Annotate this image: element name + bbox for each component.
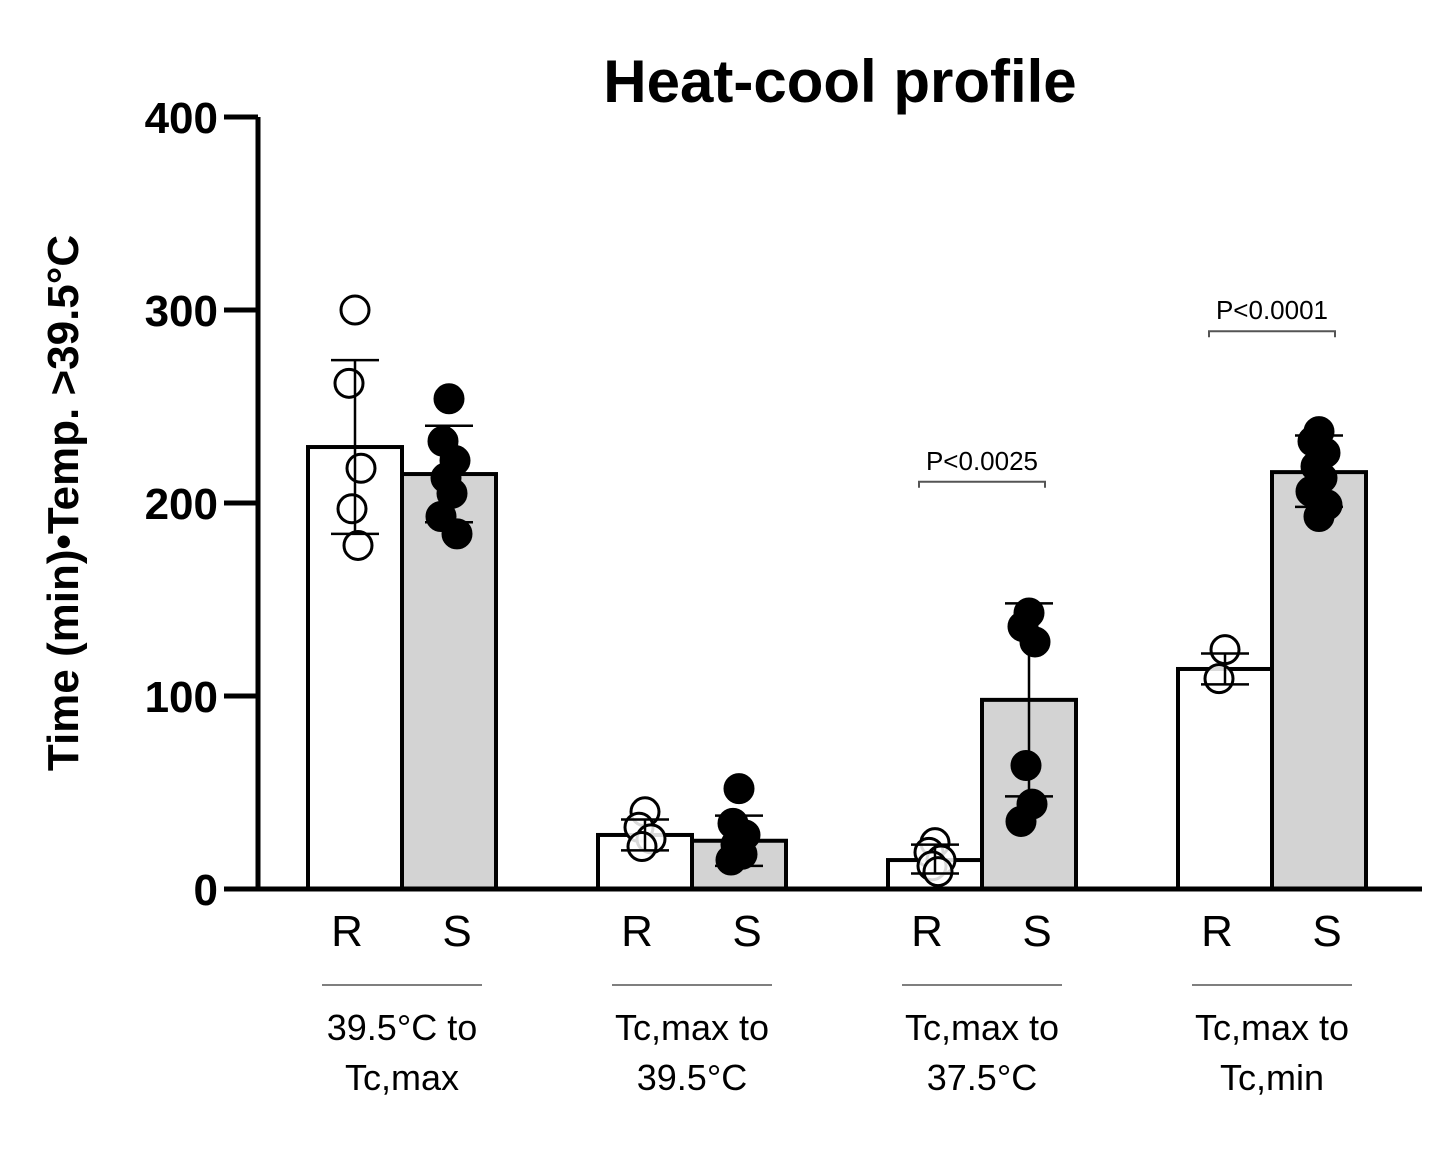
data-point bbox=[626, 831, 658, 863]
data-point bbox=[345, 452, 377, 484]
data-point bbox=[441, 518, 473, 550]
y-tick-label: 400 bbox=[145, 94, 218, 143]
group-label: 39.5°C bbox=[637, 1057, 747, 1098]
data-point bbox=[1010, 749, 1042, 781]
y-tick-label: 300 bbox=[145, 287, 218, 336]
data-point bbox=[922, 856, 954, 888]
plot-area: 0 100 200 300 400 R S 39.5°C to Tc,max R S Tc,max t… bbox=[145, 94, 1422, 1098]
significance-label: P<0.0001 bbox=[1216, 295, 1328, 325]
significance-label: P<0.0025 bbox=[926, 446, 1038, 476]
data-point bbox=[1203, 663, 1235, 695]
bar-category-label: R bbox=[1201, 907, 1233, 956]
data-point bbox=[339, 294, 371, 326]
data-point bbox=[336, 493, 368, 525]
y-tick-label: 0 bbox=[194, 866, 218, 915]
data-point bbox=[715, 844, 747, 876]
chart-title: Heat-cool profile bbox=[603, 48, 1076, 115]
bar-category-label: R bbox=[911, 907, 943, 956]
data-point bbox=[333, 367, 365, 399]
data-point bbox=[342, 529, 374, 561]
y-tick-label: 200 bbox=[145, 480, 218, 529]
bar-category-label: R bbox=[331, 907, 363, 956]
bar bbox=[1176, 666, 1274, 891]
y-tick-label: 100 bbox=[145, 673, 218, 722]
y-axis-label: Time (min)•Temp. >39.5°C bbox=[39, 235, 88, 771]
bar-category-label: S bbox=[442, 907, 471, 956]
group-label: Tc,min bbox=[1220, 1057, 1324, 1098]
significance-bracket bbox=[918, 480, 1046, 488]
significance-bracket bbox=[1208, 330, 1336, 338]
group-label: Tc,max to bbox=[615, 1007, 769, 1048]
bar-category-label: S bbox=[1022, 907, 1051, 956]
group-label: 39.5°C to bbox=[327, 1007, 478, 1048]
group-label: 37.5°C bbox=[927, 1057, 1037, 1098]
bar-category-label: S bbox=[1312, 907, 1341, 956]
bar-category-label: R bbox=[621, 907, 653, 956]
data-point bbox=[1019, 626, 1051, 658]
bar-category-label: S bbox=[732, 907, 761, 956]
group-label: Tc,max bbox=[345, 1057, 459, 1098]
data-point bbox=[723, 773, 755, 805]
data-point bbox=[433, 383, 465, 415]
group-label: Tc,max to bbox=[1195, 1007, 1349, 1048]
group-label: Tc,max to bbox=[905, 1007, 1059, 1048]
data-point bbox=[1005, 805, 1037, 837]
bar bbox=[1270, 470, 1368, 891]
